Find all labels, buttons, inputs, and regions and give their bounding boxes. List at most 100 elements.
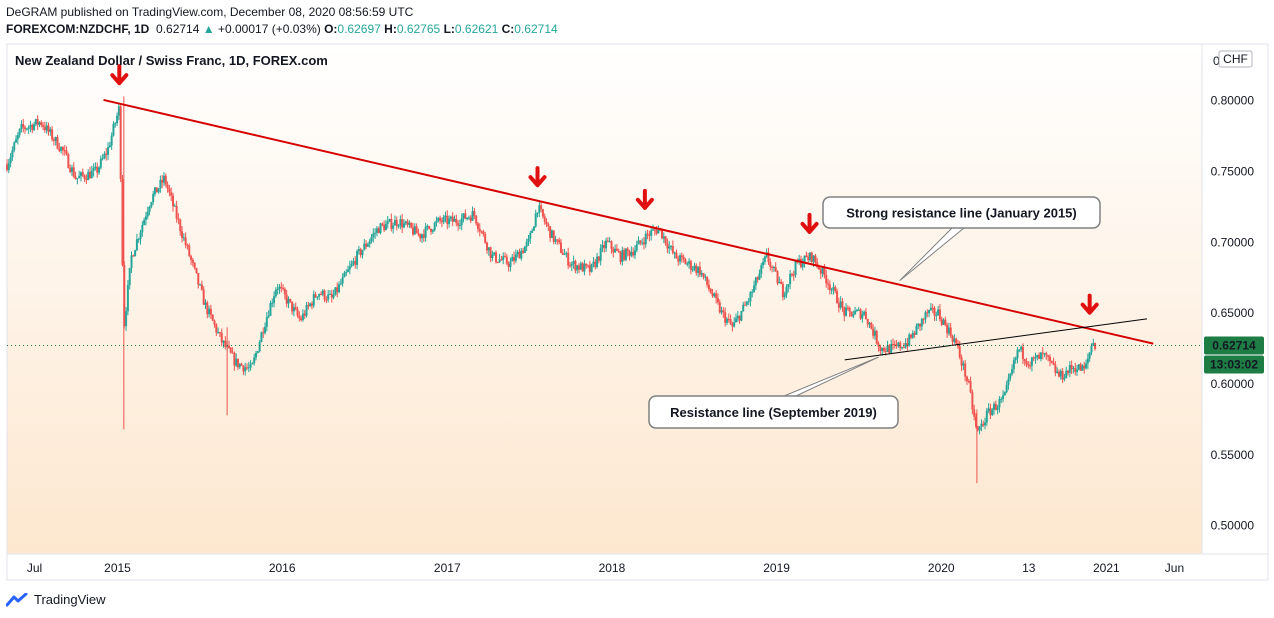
candle-body [34, 119, 37, 125]
candle-body [1016, 349, 1019, 359]
candle-body [13, 142, 16, 151]
candle-body [96, 166, 99, 173]
candle-body [614, 248, 617, 253]
candle-body [78, 175, 81, 179]
down-arrow-icon [635, 188, 654, 210]
candle-body [267, 315, 270, 318]
resistance-callout-pointer [783, 356, 879, 397]
y-tick-label: 0.80000 [1211, 94, 1255, 108]
candle-body [193, 262, 196, 268]
candle-body [191, 259, 194, 263]
change-up-icon: ▲ [202, 22, 215, 36]
candle-body [655, 230, 658, 234]
candle-body [866, 318, 869, 325]
candle-body [716, 298, 719, 303]
candle-body [711, 293, 714, 297]
candle-body [648, 234, 651, 236]
candle-body [287, 298, 290, 304]
candle-body [245, 367, 248, 369]
candle-body [222, 340, 225, 343]
candle-body [439, 217, 442, 221]
candle-body [195, 267, 198, 273]
candle-body [646, 233, 649, 235]
candle-body [334, 287, 337, 296]
candle-body [926, 312, 929, 314]
candle-body [650, 230, 653, 236]
candle-body [181, 231, 184, 238]
candle-body [357, 249, 360, 252]
candle-body [1036, 354, 1039, 357]
candle-body [675, 252, 678, 259]
price-axis[interactable] [1201, 43, 1269, 555]
candle-body [897, 342, 900, 347]
candle-body [549, 226, 552, 239]
candle-body [374, 232, 377, 234]
chart-title: New Zealand Dollar / Swiss Franc, 1D, FO… [15, 53, 328, 68]
candle-body [754, 277, 757, 286]
candle-body [651, 229, 654, 231]
candle-body [1065, 370, 1068, 378]
candle-body [689, 261, 692, 270]
candle-body [179, 219, 182, 232]
candle-body [42, 124, 45, 127]
candle-body [588, 265, 591, 272]
candle-body [1041, 352, 1044, 354]
candle-body [325, 299, 328, 301]
candle-body [919, 323, 922, 327]
candle-body [523, 246, 526, 253]
candle-body [605, 240, 608, 249]
plot-area[interactable] [6, 43, 1203, 555]
candle-body [980, 423, 983, 427]
candle-body [153, 187, 156, 195]
candle-body [430, 228, 433, 232]
candle-body [157, 188, 160, 193]
candle-body [175, 205, 178, 219]
candle-body [554, 239, 557, 242]
candle-body [630, 252, 633, 256]
last-price-value: 0.62714 [156, 22, 200, 36]
strong-resistance-callout-pointer [899, 227, 965, 281]
candle-body [161, 179, 164, 183]
footer-brand[interactable]: TradingView [6, 592, 106, 607]
candle-body [904, 343, 907, 348]
candle-body [466, 217, 469, 219]
candle-body [697, 266, 700, 273]
candle-body [529, 232, 532, 239]
candle-body [843, 307, 846, 316]
candle-body [516, 251, 519, 255]
candle-body [184, 237, 187, 246]
candle-body [911, 332, 914, 338]
resistance-callout-box [648, 395, 899, 429]
candle-body [870, 322, 873, 329]
change-value: +0.00017 (+0.03%) [217, 22, 321, 36]
candle-body [958, 346, 961, 358]
candle-body [399, 219, 402, 226]
candle-body [617, 250, 620, 253]
candle-body [128, 267, 131, 286]
candle-body [496, 261, 499, 263]
candle-body [729, 319, 732, 324]
candle-body [946, 324, 949, 334]
candle-body [87, 171, 90, 181]
candle-body [583, 263, 586, 272]
time-axis[interactable] [6, 553, 1269, 581]
candle-body [695, 265, 698, 273]
candle-body [249, 364, 252, 368]
candle-body [1063, 377, 1066, 380]
candle-body [202, 289, 205, 305]
candle-body [969, 381, 972, 393]
candle-body [736, 315, 739, 319]
candle-body [893, 344, 896, 346]
candle-body [139, 232, 142, 240]
candle-body [767, 252, 770, 263]
x-tick-label: 2021 [1093, 561, 1120, 575]
candle-body [944, 319, 947, 325]
candle-body [908, 334, 911, 346]
candle-body [792, 274, 795, 276]
candle-body [393, 219, 396, 226]
candle-body [428, 225, 431, 229]
candle-body [702, 273, 705, 278]
candle-body [361, 250, 364, 256]
candle-body [513, 257, 516, 261]
